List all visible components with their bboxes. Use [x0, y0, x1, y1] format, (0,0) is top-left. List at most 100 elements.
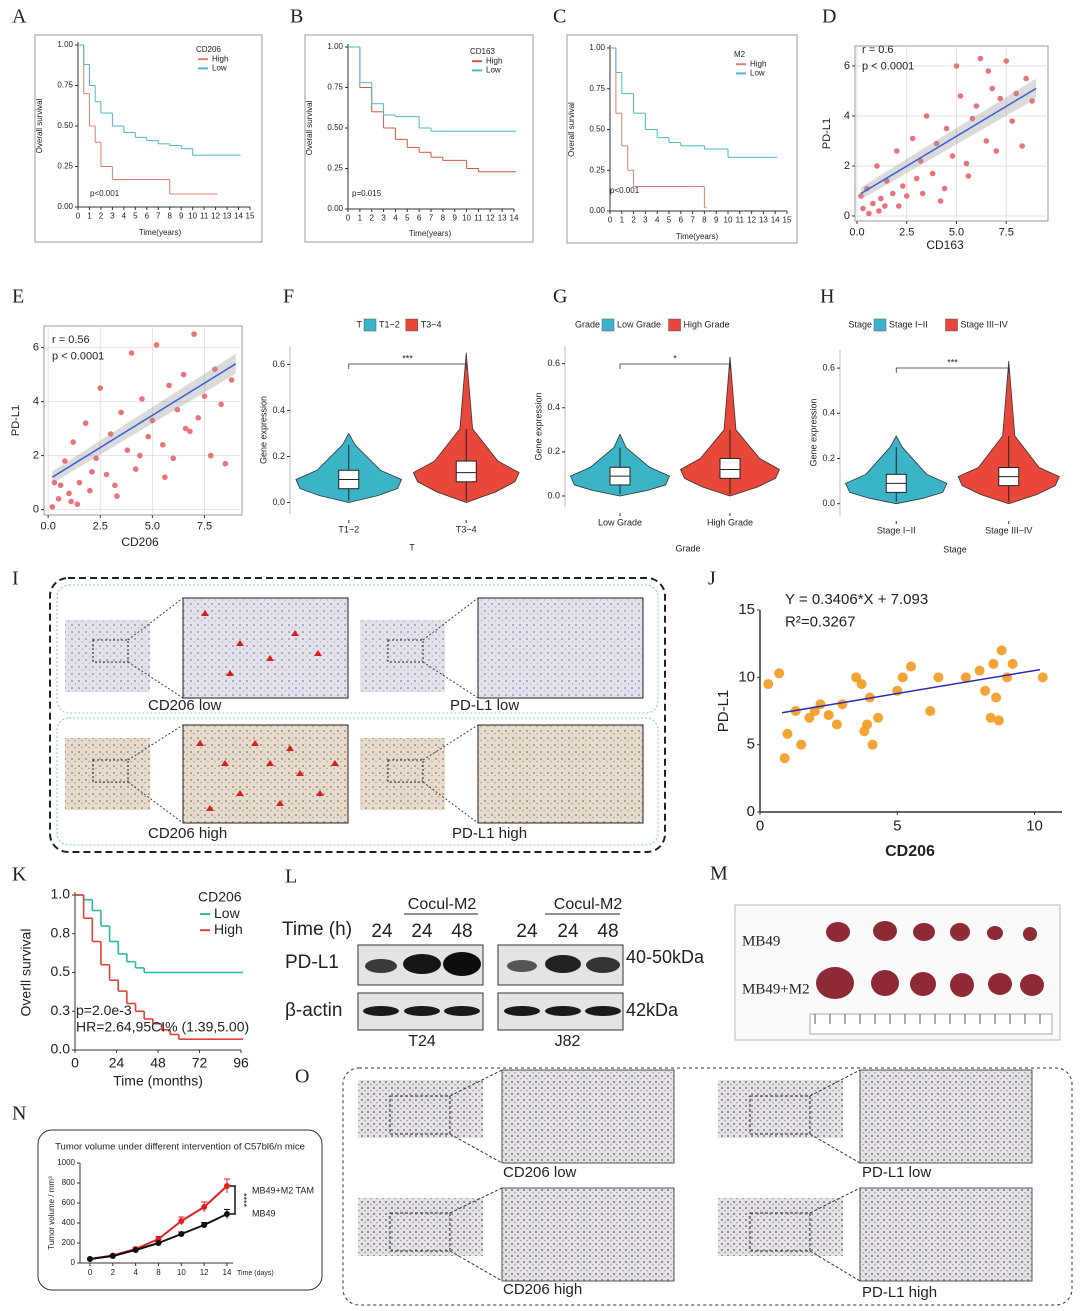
point	[963, 160, 970, 167]
point	[112, 482, 118, 489]
y-tick-label: 0	[844, 210, 850, 222]
x-tick-label: 0	[88, 1268, 93, 1277]
point	[882, 203, 888, 209]
time-label: 48	[451, 921, 472, 942]
point	[55, 496, 62, 502]
significance-bracket	[348, 363, 467, 369]
point	[57, 482, 64, 489]
point	[973, 103, 980, 109]
point	[132, 466, 139, 472]
x-tick-label: 72	[192, 1055, 208, 1071]
point	[222, 460, 229, 467]
point	[919, 190, 926, 197]
y-axis-label: PD-L1	[821, 118, 833, 149]
point	[149, 417, 156, 424]
point	[899, 183, 906, 189]
point	[1007, 658, 1018, 669]
x-tick-label: 12	[211, 212, 220, 221]
point	[153, 342, 160, 348]
legend-label: Low	[750, 69, 765, 78]
legend-label: MB49+M2 TAM	[252, 1185, 314, 1195]
x-tick-label: 5.0	[145, 521, 160, 533]
x-axis-label: Stage	[943, 544, 967, 554]
annotation: p < 0.0001	[52, 350, 104, 362]
x-tick-label: 0	[608, 216, 613, 225]
y-tick-label: 0.25	[327, 164, 343, 173]
point	[796, 739, 807, 750]
x-tick-label: 12	[200, 1268, 209, 1277]
point	[989, 85, 996, 92]
legend-label: High	[214, 921, 243, 937]
point	[187, 428, 193, 435]
y-tick-label: 0.4	[272, 405, 285, 415]
point	[49, 504, 56, 510]
y-tick-label: 1000	[57, 1158, 75, 1167]
caption: PD-L1 high	[862, 1284, 937, 1301]
legend-swatch	[601, 318, 615, 332]
y-tick-label: 0.25	[589, 165, 605, 174]
point	[974, 665, 985, 676]
x-axis-label: Time(years)	[409, 229, 452, 238]
y-tick-label: 0.50	[327, 123, 343, 132]
x-tick-label: 0	[756, 817, 764, 834]
x-tick-label: 2	[99, 212, 104, 221]
x-tick-label: 11	[474, 214, 483, 223]
point	[960, 672, 971, 683]
point	[980, 685, 991, 696]
segment	[180, 1206, 205, 1222]
significance-bracket	[230, 1185, 236, 1215]
y-tick-label: 0	[71, 1258, 76, 1267]
x-tick-label: 8	[156, 1268, 161, 1277]
point	[114, 493, 120, 499]
y-tick-label: 0.00	[589, 206, 605, 215]
segment	[203, 1185, 228, 1208]
x-tick-label: 12	[747, 216, 756, 225]
point	[166, 382, 172, 389]
y-tick-label: 800	[62, 1178, 76, 1187]
annotation: p<0.001	[610, 186, 640, 195]
x-axis-label: CD206	[885, 843, 935, 860]
panel-letter: L	[285, 866, 297, 888]
row-label: MB49	[742, 933, 780, 949]
point	[66, 490, 72, 497]
point	[1009, 118, 1015, 124]
point	[182, 425, 189, 432]
point	[856, 679, 867, 690]
point	[890, 190, 896, 197]
y-tick-label: 0.2	[547, 446, 560, 456]
point	[195, 415, 202, 421]
x-axis-label: Time(years)	[676, 232, 719, 241]
x-tick-label: 5	[667, 216, 672, 225]
y-tick-label: 0.8	[51, 924, 71, 940]
x-tick-label: 6	[679, 216, 684, 225]
point	[965, 173, 972, 179]
point	[949, 153, 956, 159]
significance: ***	[402, 353, 413, 363]
x-tick-label: 14	[510, 214, 519, 223]
x-tick-label: 4	[655, 216, 660, 225]
point	[87, 487, 93, 494]
plot-frame	[854, 45, 1049, 222]
point	[70, 439, 76, 445]
y-tick-label: 1.00	[327, 42, 343, 51]
legend-swatch	[668, 318, 681, 332]
x-tick-label: 9	[714, 216, 719, 225]
y-tick-label: 2	[844, 160, 850, 172]
x-tick-label: 8	[168, 212, 173, 221]
point	[137, 452, 143, 459]
point	[180, 371, 187, 378]
point	[779, 753, 790, 764]
point	[82, 420, 89, 427]
panel-letter: O	[295, 1066, 309, 1088]
point	[893, 148, 900, 154]
violin	[412, 352, 520, 503]
x-tick-label: 9	[452, 214, 457, 223]
point	[103, 471, 110, 478]
point	[62, 458, 68, 464]
x-tick-label: 0.0	[849, 227, 864, 239]
point	[224, 1183, 230, 1189]
y-tick-label: 0.0	[547, 490, 560, 500]
legend-title: CD163	[470, 47, 495, 56]
point	[107, 431, 114, 437]
y-tick-label: 0.2	[272, 451, 285, 461]
